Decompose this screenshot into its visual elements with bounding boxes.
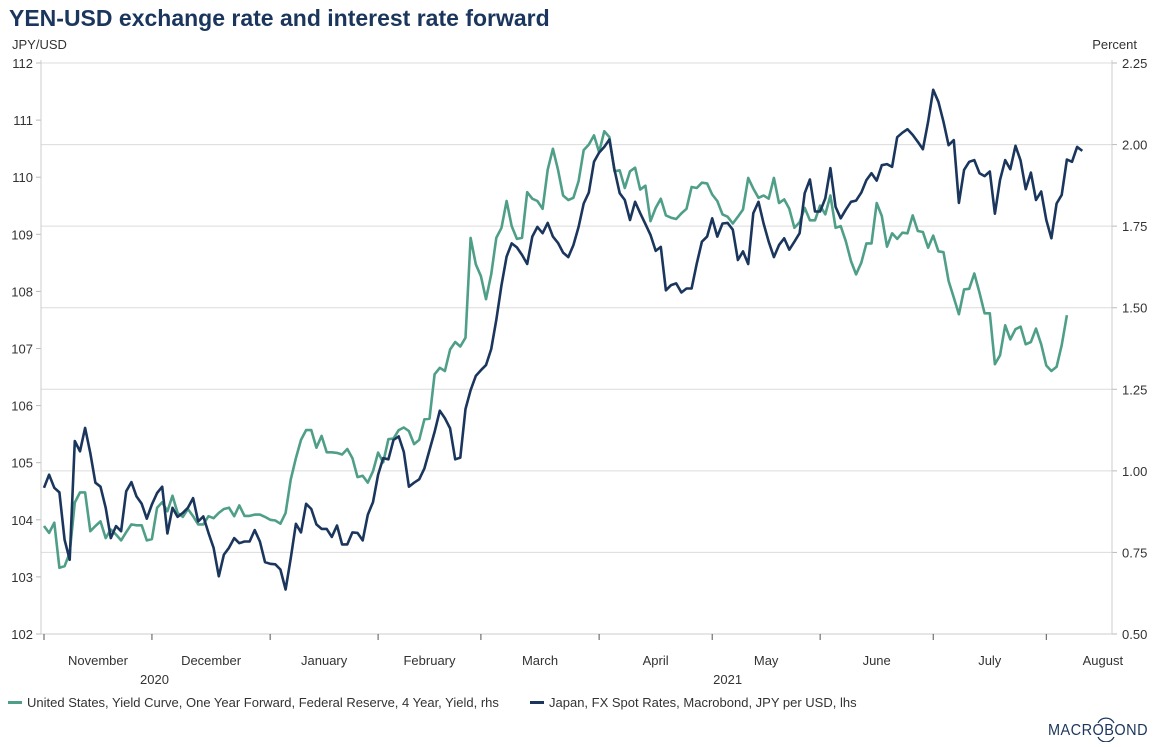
x-tick-label: March [522, 653, 558, 668]
left-tick-label: 102 [11, 627, 33, 642]
left-tick-label: 108 [11, 284, 33, 299]
left-tick-label: 111 [13, 113, 33, 128]
x-tick-label: January [301, 653, 348, 668]
left-tick-label: 103 [11, 570, 33, 585]
x-year-label: 2020 [140, 672, 169, 687]
right-tick-label: 1.75 [1122, 219, 1147, 234]
svg-text:MACROBOND: MACROBOND [1048, 722, 1148, 739]
macrobond-logo: MACROBOND [1048, 716, 1148, 747]
chart-title: YEN-USD exchange rate and interest rate … [9, 5, 550, 31]
x-year-label: 2021 [713, 672, 742, 687]
x-tick-label: November [68, 653, 129, 668]
x-tick-label: June [863, 653, 891, 668]
x-tick-label: April [643, 653, 669, 668]
left-tick-label: 106 [11, 399, 33, 414]
right-tick-label: 1.00 [1122, 464, 1147, 479]
legend-label: United States, Yield Curve, One Year For… [27, 695, 499, 710]
series-line-jpy-usd [42, 88, 1084, 591]
legend-swatch-navy [530, 701, 544, 704]
left-tick-label: 109 [11, 227, 33, 242]
left-tick-label: 112 [12, 56, 33, 71]
x-tick-label: July [978, 653, 1002, 668]
legend-label: Japan, FX Spot Rates, Macrobond, JPY per… [549, 695, 857, 710]
right-tick-label: 0.50 [1122, 627, 1147, 642]
right-tick-label: 1.50 [1122, 301, 1147, 316]
right-tick-label: 0.75 [1122, 545, 1147, 560]
x-tick-label: May [754, 653, 779, 668]
x-tick-label: February [403, 653, 456, 668]
series-line-us-yield [42, 129, 1069, 570]
right-tick-label: 1.25 [1122, 382, 1147, 397]
legend-swatch-green [8, 701, 22, 704]
left-tick-label: 105 [11, 456, 33, 471]
left-tick-label: 110 [12, 170, 33, 185]
macrobond-logo-mark: MACROBOND [1048, 717, 1148, 743]
left-tick-label: 107 [11, 342, 33, 357]
legend-item-jpy-usd: Japan, FX Spot Rates, Macrobond, JPY per… [530, 695, 857, 710]
legend-item-us-yield: United States, Yield Curve, One Year For… [8, 695, 499, 710]
left-tick-label: 104 [11, 513, 33, 528]
right-tick-label: 2.25 [1122, 56, 1147, 71]
x-tick-label: August [1083, 653, 1124, 668]
chart-plot: 0.50 0.75 1.00 1.25 1.50 1.75 2.00 2.25 102 103 10… [11, 37, 1147, 687]
right-tick-label: 2.00 [1122, 138, 1147, 153]
right-axis-title: Percent [1092, 37, 1137, 52]
x-tick-label: December [181, 653, 242, 668]
left-axis-title: JPY/USD [12, 37, 67, 52]
